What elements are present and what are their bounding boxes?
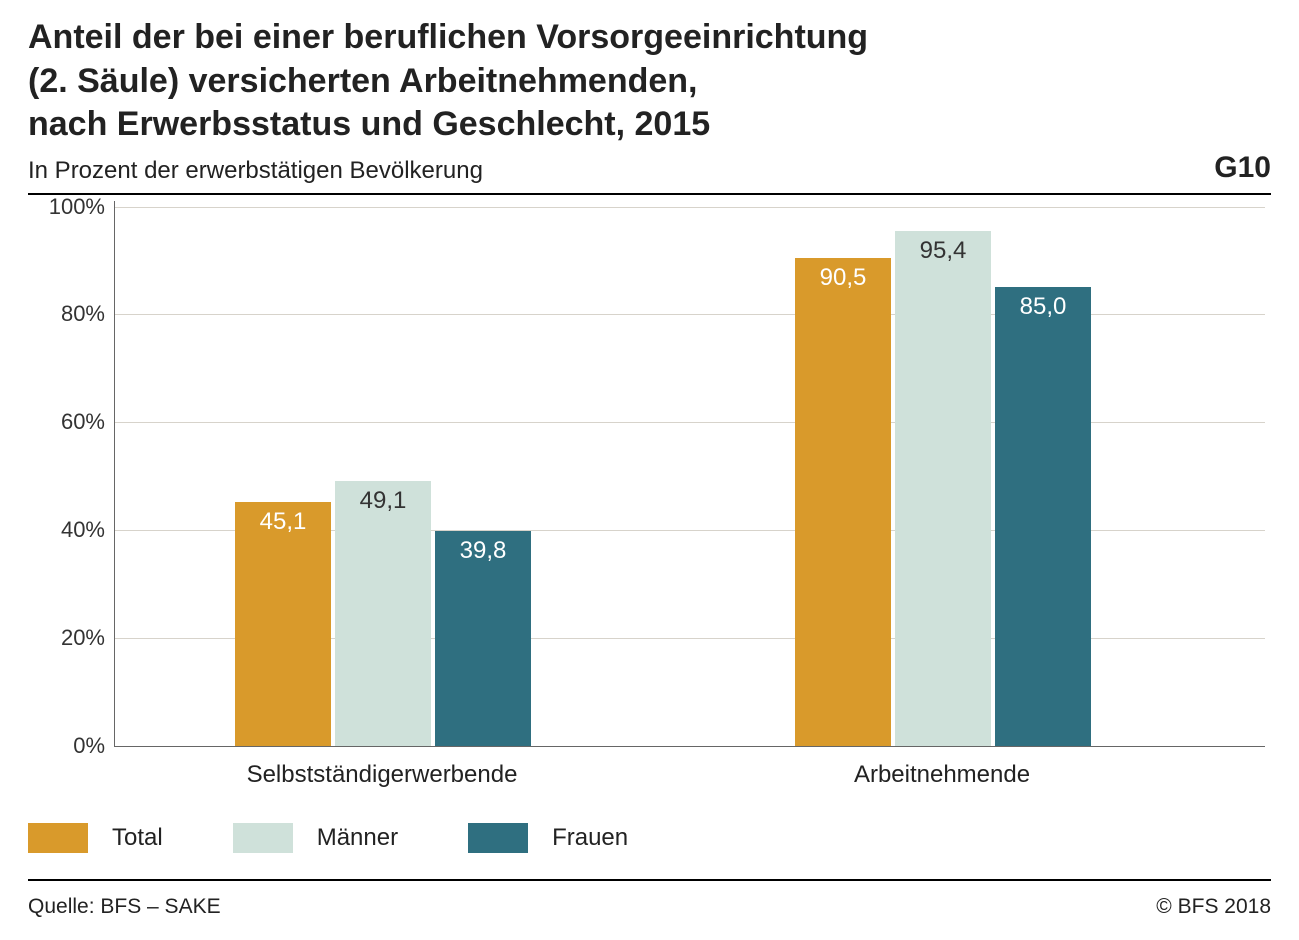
- gridline: [115, 314, 1265, 315]
- legend-label: Total: [112, 824, 163, 852]
- bar-value-label: 85,0: [995, 293, 1091, 321]
- x-axis-labels: Selbstständigerwerbende Arbeitnehmende: [114, 761, 1271, 795]
- legend-item: Total: [28, 823, 163, 853]
- bar: 90,5: [795, 258, 891, 746]
- source-text: Quelle: BFS – SAKE: [28, 895, 221, 919]
- legend-label: Frauen: [552, 824, 628, 852]
- subtitle-row: In Prozent der erwerbstätigen Bevölkerun…: [28, 151, 1271, 195]
- chart-legend: Total Männer Frauen: [28, 823, 1271, 881]
- bar-value-label: 95,4: [895, 237, 991, 265]
- bar: 85,0: [995, 287, 1091, 745]
- graphic-id: G10: [1214, 151, 1271, 185]
- y-tick-label: 60%: [29, 409, 105, 435]
- gridline: [115, 207, 1265, 208]
- legend-label: Männer: [317, 824, 398, 852]
- chart-plot-area: 0%20%40%60%80%100%45,149,139,890,595,485…: [114, 207, 1265, 747]
- bar-value-label: 45,1: [235, 508, 331, 536]
- chart-title: Anteil der bei einer beruflichen Vorsorg…: [28, 16, 1271, 147]
- chart-subtitle: In Prozent der erwerbstätigen Bevölkerun…: [28, 157, 483, 185]
- copyright-text: © BFS 2018: [1156, 895, 1271, 919]
- x-tick-label: Arbeitnehmende: [854, 761, 1030, 789]
- y-tick-label: 20%: [29, 625, 105, 651]
- y-tick-label: 0%: [29, 733, 105, 759]
- y-tick-label: 80%: [29, 301, 105, 327]
- title-line-3: nach Erwerbsstatus und Geschlecht, 2015: [28, 105, 710, 143]
- legend-swatch: [28, 823, 88, 853]
- chart-footer: Quelle: BFS – SAKE © BFS 2018: [28, 895, 1271, 919]
- legend-swatch: [233, 823, 293, 853]
- bar: 95,4: [895, 231, 991, 745]
- bar-value-label: 39,8: [435, 537, 531, 565]
- bar: 39,8: [435, 531, 531, 746]
- x-tick-label: Selbstständigerwerbende: [247, 761, 518, 789]
- legend-swatch: [468, 823, 528, 853]
- legend-item: Männer: [233, 823, 398, 853]
- y-tick-label: 100%: [29, 194, 105, 220]
- y-tick-label: 40%: [29, 517, 105, 543]
- bar: 49,1: [335, 481, 431, 746]
- bar-value-label: 90,5: [795, 264, 891, 292]
- bar-value-label: 49,1: [335, 487, 431, 515]
- bar: 45,1: [235, 502, 331, 745]
- bar-group: 90,595,485,0: [795, 231, 1091, 745]
- bar-group: 45,149,139,8: [235, 481, 531, 746]
- legend-item: Frauen: [468, 823, 628, 853]
- title-line-1: Anteil der bei einer beruflichen Vorsorg…: [28, 18, 868, 56]
- gridline: [115, 422, 1265, 423]
- title-line-2: (2. Säule) versicherten Arbeitnehmenden,: [28, 62, 698, 100]
